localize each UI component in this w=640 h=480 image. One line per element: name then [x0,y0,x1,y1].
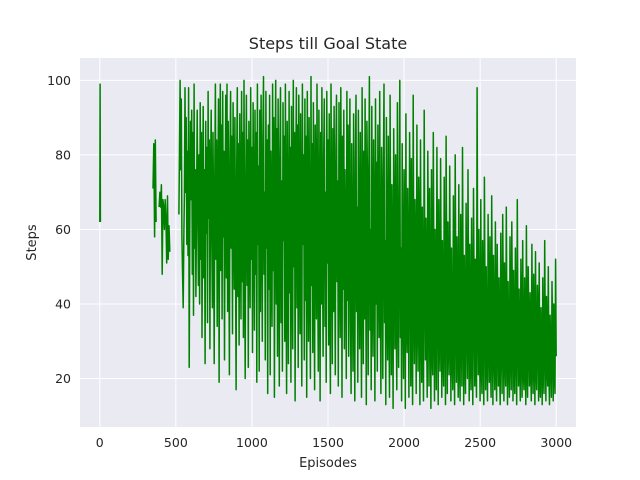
x-tick-label: 3000 [540,435,572,450]
steps-series-line [152,139,157,238]
steps-series-line [158,183,171,275]
chart-title: Steps till Goal State [249,34,407,53]
steps-series-line [99,83,102,223]
y-axis-label: Steps [25,224,40,261]
y-tick-label: 100 [47,73,71,88]
x-tick-label: 2000 [388,435,420,450]
y-tick-label: 80 [55,147,71,162]
x-tick-labels: 0 500 1000 1500 2000 2500 3000 [96,435,572,450]
x-tick-label: 500 [164,435,188,450]
y-tick-labels: 20 40 60 80 100 [47,73,71,386]
series-layer [99,75,557,410]
x-tick-label: 1000 [236,435,268,450]
x-axis-label: Episodes [299,456,357,471]
x-tick-label: 2500 [464,435,496,450]
x-tick-label: 0 [96,435,104,450]
y-tick-label: 20 [55,371,71,386]
y-tick-label: 40 [55,297,71,312]
y-tick-label: 60 [55,222,71,237]
x-tick-label: 1500 [312,435,344,450]
steps-series-line [178,75,557,410]
